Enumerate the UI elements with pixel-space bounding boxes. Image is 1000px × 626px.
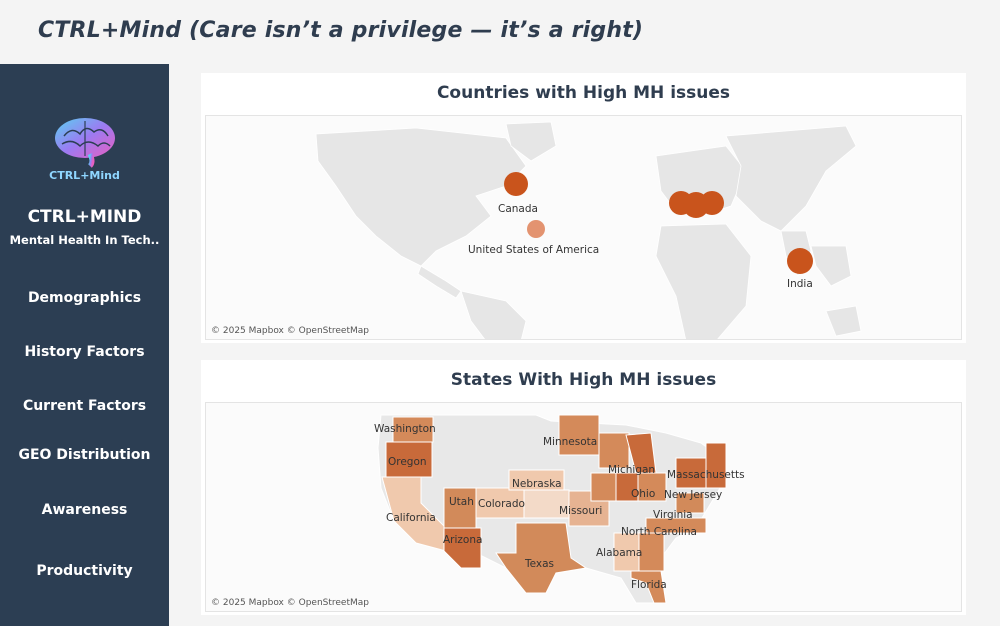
label-nebraska: Nebraska [512, 478, 562, 490]
label-usa: United States of America [468, 244, 599, 256]
label-massachusetts: Massachusetts [667, 469, 745, 481]
label-california: California [386, 512, 436, 524]
label-alabama: Alabama [596, 547, 642, 559]
countries-panel: Countries with High MH issues [201, 73, 966, 343]
label-new-jersey: New Jersey [664, 489, 722, 501]
us-map[interactable]: Washington Oregon California Arizona Uta… [205, 402, 962, 612]
nav-demographics[interactable]: Demographics [27, 290, 142, 306]
label-ohio: Ohio [631, 488, 655, 500]
marker-usa[interactable] [527, 220, 545, 238]
state-florida[interactable] [630, 570, 667, 604]
logo-text: CTRL+Mind [49, 169, 120, 182]
label-michigan: Michigan [608, 464, 655, 476]
label-utah: Utah [449, 496, 474, 508]
label-missouri: Missouri [559, 505, 602, 517]
nav-awareness[interactable]: Awareness [41, 502, 128, 518]
states-title: States With High MH issues [450, 370, 717, 390]
marker-india[interactable] [787, 248, 813, 274]
state-new-york[interactable] [705, 442, 727, 489]
us-map-canvas: Washington Oregon California Arizona Uta… [374, 414, 745, 604]
state-washington[interactable] [392, 416, 434, 443]
nav-current-factors[interactable]: Current Factors [22, 398, 147, 414]
state-ohio[interactable] [637, 472, 667, 502]
state-arizona[interactable] [443, 527, 482, 569]
state-kansas[interactable] [523, 489, 570, 519]
label-washington: Washington [374, 423, 436, 435]
state-virginia[interactable] [675, 492, 705, 514]
marker-europe-3[interactable] [700, 191, 724, 215]
sidebar: CTRL+Mind CTRL+MIND Mental Health In Tec… [0, 64, 169, 626]
brand-subtitle: Mental Health In Tech.. [9, 233, 160, 247]
state-colorado[interactable] [475, 487, 525, 519]
map-attribution[interactable]: © 2025 Mapbox © OpenStreetMap [211, 326, 369, 336]
state-texas[interactable] [495, 522, 588, 594]
nav-productivity[interactable]: Productivity [36, 563, 133, 579]
label-canada: Canada [498, 203, 538, 215]
marker-canada[interactable] [504, 172, 528, 196]
state-illinois[interactable] [590, 472, 617, 502]
world-map-canvas: Canada United States of America India [315, 121, 862, 339]
label-north-carolina: North Carolina [621, 526, 697, 538]
label-colorado: Colorado [478, 498, 525, 510]
state-wisconsin[interactable] [598, 432, 630, 469]
state-north-carolina[interactable] [645, 517, 707, 534]
countries-title: Countries with High MH issues [436, 83, 731, 103]
label-florida: Florida [631, 579, 667, 591]
map-attribution[interactable]: © 2025 Mapbox © OpenStreetMap [211, 598, 369, 608]
label-texas: Texas [524, 558, 554, 570]
nav-geo-distribution[interactable]: GEO Distribution [18, 447, 151, 463]
app-title: CTRL+Mind (Care isn’t a privilege — it’s… [38, 18, 644, 43]
brand-title: CTRL+MIND [27, 207, 142, 227]
states-panel: States With High MH issues [201, 360, 966, 615]
label-arizona: Arizona [443, 534, 482, 546]
label-india: India [787, 278, 813, 290]
label-minnesota: Minnesota [543, 436, 597, 448]
state-georgia[interactable] [638, 532, 665, 572]
nav-history-factors[interactable]: History Factors [24, 344, 145, 360]
brain-icon [55, 118, 115, 168]
state-pennsylvania[interactable] [675, 457, 707, 489]
label-virginia: Virginia [653, 509, 693, 521]
label-oregon: Oregon [388, 456, 427, 468]
state-utah[interactable] [443, 487, 477, 529]
world-map[interactable]: Canada United States of America India © … [205, 115, 962, 340]
state-minnesota[interactable] [558, 414, 600, 456]
